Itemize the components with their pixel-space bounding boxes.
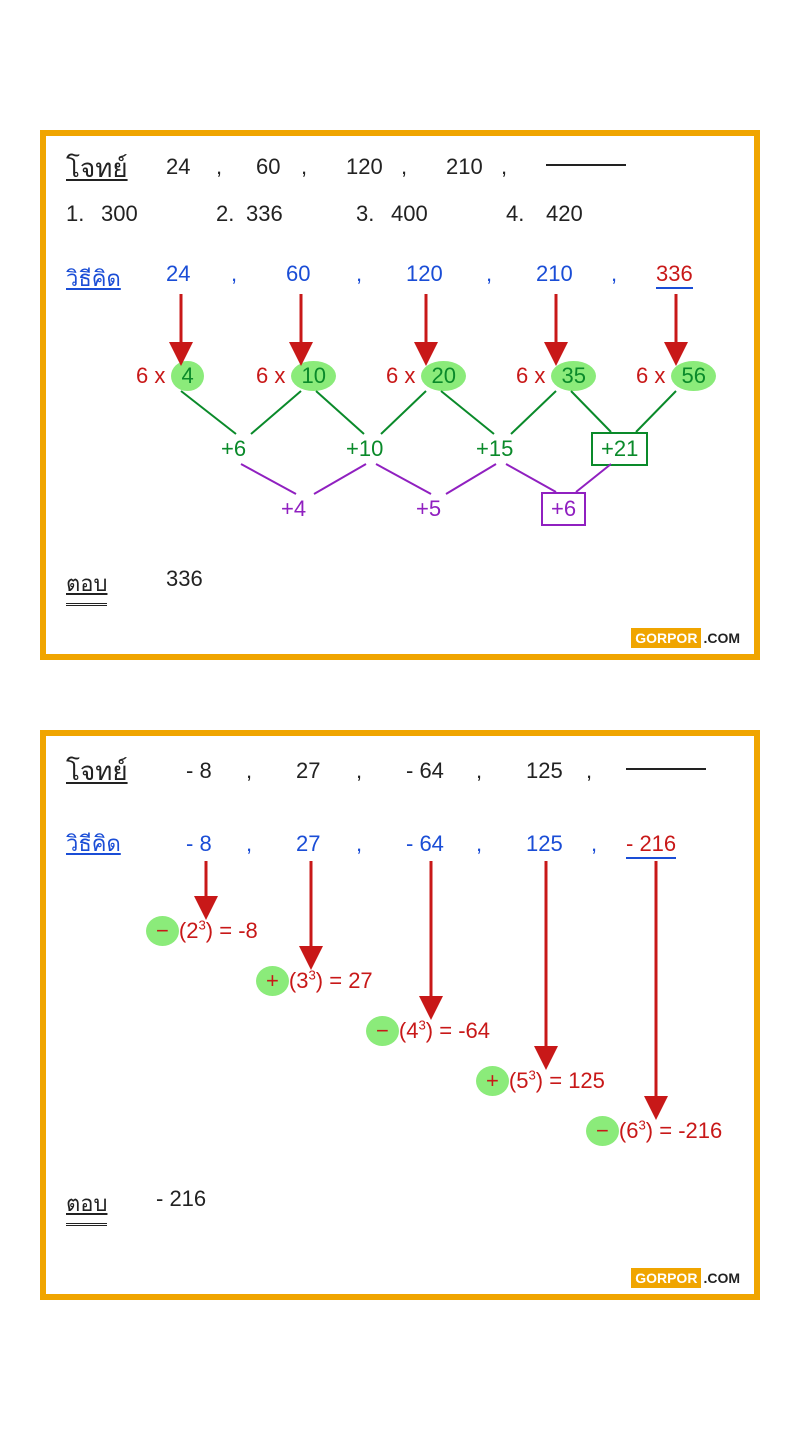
diff2: +5 [416,496,441,522]
factor: 6 x 35 [516,361,596,391]
diff1: +6 [221,436,246,462]
blank-answer-slot [546,164,626,166]
seq-term: 210 [446,154,483,180]
seq-term: - 8 [186,758,212,784]
solve-term: 60 [286,261,310,287]
cube-expr: −(63) = -216 [586,1116,722,1146]
comma: , [356,831,362,857]
method-label: วิธีคิด [66,261,121,296]
problem-label: โจทย์ [66,148,128,189]
comma: , [476,758,482,784]
seq-term: 125 [526,758,563,784]
answer-label: ตอบ [66,1186,107,1226]
factor: 6 x 10 [256,361,336,391]
comma: , [301,154,307,180]
cube-expr: +(53) = 125 [476,1066,605,1096]
method-label: วิธีคิด [66,826,121,861]
watermark: GORPOR.COM [631,1270,742,1286]
seq-term: 24 [166,154,190,180]
choice-num: 2. [216,201,234,227]
answer-label: ตอบ [66,566,107,606]
diagram-lines-2 [46,736,754,1294]
diff1: +10 [346,436,383,462]
choice-val: 400 [391,201,428,227]
solve-term: 125 [526,831,563,857]
factor: 6 x 20 [386,361,466,391]
problem-label: โจทย์ [66,751,128,792]
factor: 6 x 4 [136,361,204,391]
seq-term: 27 [296,758,320,784]
seq-term: - 64 [406,758,444,784]
comma: , [356,261,362,287]
choice-val: 300 [101,201,138,227]
blank-answer-slot [626,768,706,770]
comma: , [591,831,597,857]
solve-answer: 336 [656,261,693,289]
comma: , [401,154,407,180]
comma: , [501,154,507,180]
choice-val: 420 [546,201,583,227]
solve-term: 27 [296,831,320,857]
seq-term: 60 [256,154,280,180]
diff2-boxed: +6 [541,492,586,526]
comma: , [486,261,492,287]
comma: , [216,154,222,180]
factor: 6 x 56 [636,361,716,391]
choice-val: 336 [246,201,283,227]
answer-value: - 216 [156,1186,206,1212]
choice-num: 3. [356,201,374,227]
problem-panel-1: โจทย์ 24 , 60 , 120 , 210 , 1. 300 2. 33… [40,130,760,660]
solve-term: 24 [166,261,190,287]
diff1-boxed: +21 [591,432,648,466]
solve-term: 120 [406,261,443,287]
answer-value: 336 [166,566,203,592]
cube-expr: +(33) = 27 [256,966,373,996]
watermark: GORPOR.COM [631,630,742,646]
comma: , [356,758,362,784]
solve-term: - 8 [186,831,212,857]
choice-num: 1. [66,201,84,227]
seq-term: 120 [346,154,383,180]
cube-expr: −(23) = -8 [146,916,258,946]
comma: , [476,831,482,857]
problem-panel-2: โจทย์ - 8 , 27 , - 64 , 125 , วิธีคิด - … [40,730,760,1300]
comma: , [231,261,237,287]
diff1: +15 [476,436,513,462]
comma: , [586,758,592,784]
solve-term: - 64 [406,831,444,857]
choice-num: 4. [506,201,524,227]
cube-expr: −(43) = -64 [366,1016,490,1046]
comma: , [611,261,617,287]
solve-term: 210 [536,261,573,287]
comma: , [246,758,252,784]
diff2: +4 [281,496,306,522]
comma: , [246,831,252,857]
solve-answer: - 216 [626,831,676,859]
